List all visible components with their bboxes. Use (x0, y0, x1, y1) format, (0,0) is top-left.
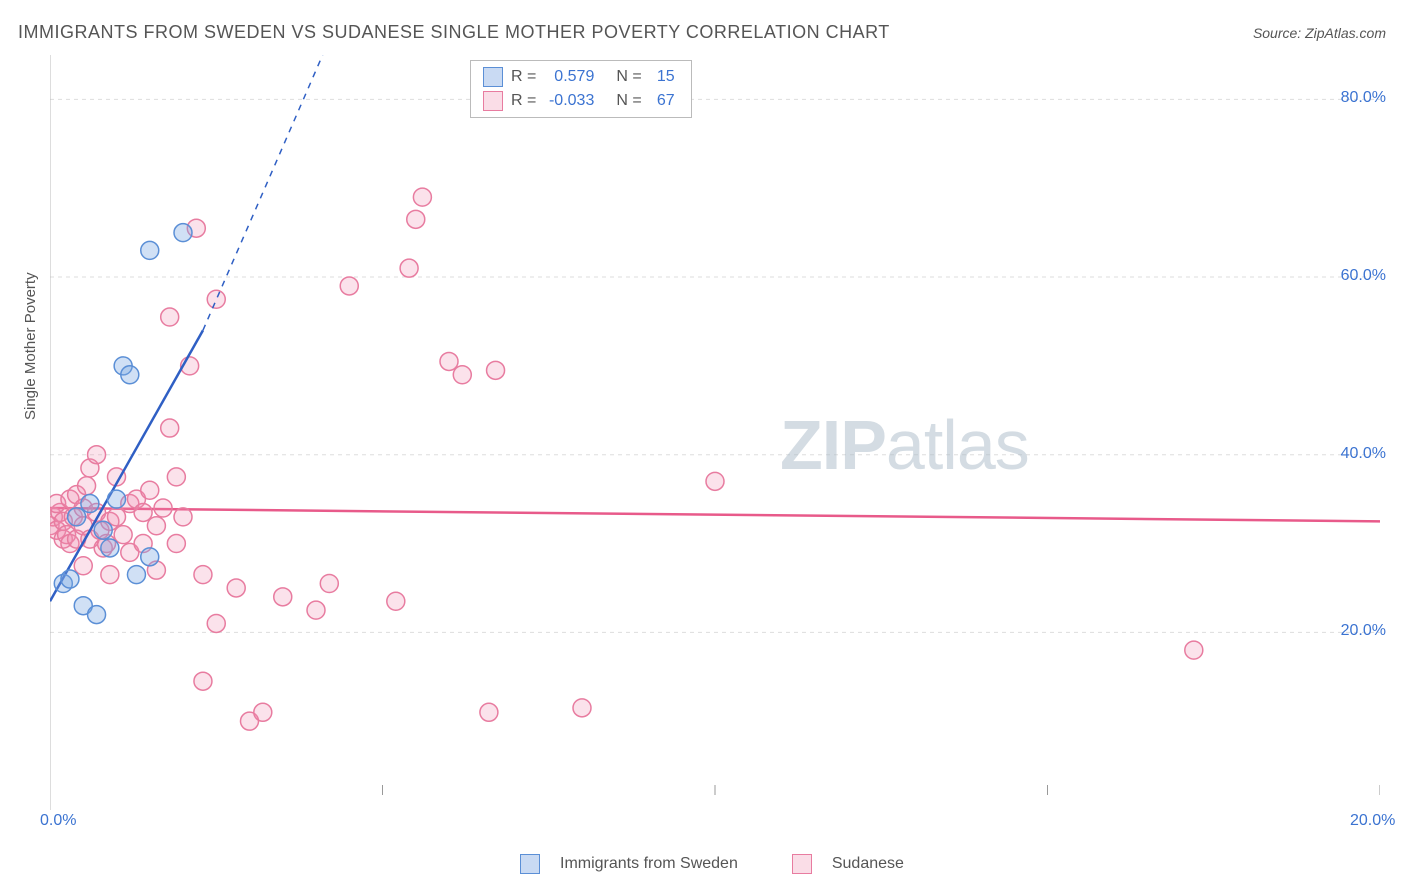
scatter-chart (50, 55, 1380, 810)
y-tick-label: 20.0% (1341, 622, 1386, 640)
n-label: N = (616, 92, 641, 110)
y-tick-label: 80.0% (1341, 89, 1386, 107)
r-value-pink: -0.033 (544, 92, 594, 110)
pink-swatch-icon (483, 91, 503, 111)
y-tick-label: 60.0% (1341, 267, 1386, 285)
r-label: R = (511, 92, 536, 110)
watermark: ZIPatlas (780, 405, 1029, 485)
chart-title: IMMIGRANTS FROM SWEDEN VS SUDANESE SINGL… (18, 22, 890, 43)
watermark-atlas: atlas (886, 406, 1029, 484)
y-tick-label: 40.0% (1341, 445, 1386, 463)
n-value-blue: 15 (650, 68, 675, 86)
correlation-legend: R = 0.579 N = 15 R = -0.033 N = 67 (470, 60, 692, 118)
source-label: Source: ZipAtlas.com (1253, 25, 1386, 41)
legend-label-sudanese: Sudanese (832, 855, 904, 873)
series-legend: Immigrants from Sweden Sudanese (520, 854, 904, 874)
x-tick-label: 0.0% (40, 812, 76, 830)
legend-row-pink: R = -0.033 N = 67 (483, 89, 679, 113)
pink-swatch-icon (792, 854, 812, 874)
r-value-blue: 0.579 (544, 68, 594, 86)
legend-label-sweden: Immigrants from Sweden (560, 855, 738, 873)
blue-swatch-icon (520, 854, 540, 874)
blue-swatch-icon (483, 67, 503, 87)
legend-row-blue: R = 0.579 N = 15 (483, 65, 679, 89)
watermark-zip: ZIP (780, 406, 886, 484)
y-axis-label: Single Mother Poverty (22, 272, 39, 420)
n-value-pink: 67 (650, 92, 675, 110)
n-label: N = (616, 68, 641, 86)
x-tick-label: 20.0% (1350, 812, 1395, 830)
r-label: R = (511, 68, 536, 86)
